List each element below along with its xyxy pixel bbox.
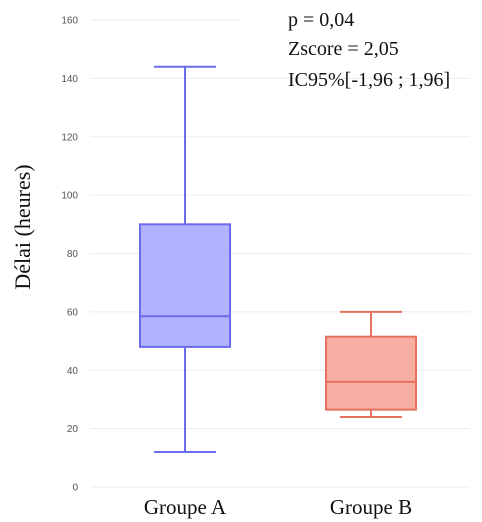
box-groupe-b <box>325 310 417 418</box>
y-tick-label-100: 100 <box>61 191 78 202</box>
x-category-labels: Groupe A Groupe B <box>144 495 412 519</box>
y-tick-label-160: 160 <box>61 16 78 27</box>
y-tick-label-40: 40 <box>67 366 79 377</box>
y-tick-labels: 0 20 40 60 80 100 120 140 160 <box>61 16 78 494</box>
y-tick-label-20: 20 <box>67 424 79 435</box>
y-tick-label-60: 60 <box>67 307 79 318</box>
y-axis-label: Délai (heures) <box>10 164 35 289</box>
y-tick-label-140: 140 <box>61 74 78 85</box>
boxes <box>139 65 417 453</box>
annotation-ci95: IC95%[-1,96 ; 1,96] <box>288 69 450 91</box>
y-tick-label-0: 0 <box>72 483 78 494</box>
x-category-label-groupe-b: Groupe B <box>330 495 412 519</box>
annotation-zscore: Zscore = 2,05 <box>288 38 399 60</box>
y-tick-label-80: 80 <box>67 249 79 260</box>
box-groupe-a <box>139 65 231 453</box>
x-category-label-groupe-a: Groupe A <box>144 495 227 519</box>
iqr-box-groupe-b <box>325 335 417 411</box>
iqr-box-groupe-a <box>139 223 231 348</box>
y-tick-label-120: 120 <box>61 132 78 143</box>
annotation-p-value: p = 0,04 <box>288 9 354 31</box>
